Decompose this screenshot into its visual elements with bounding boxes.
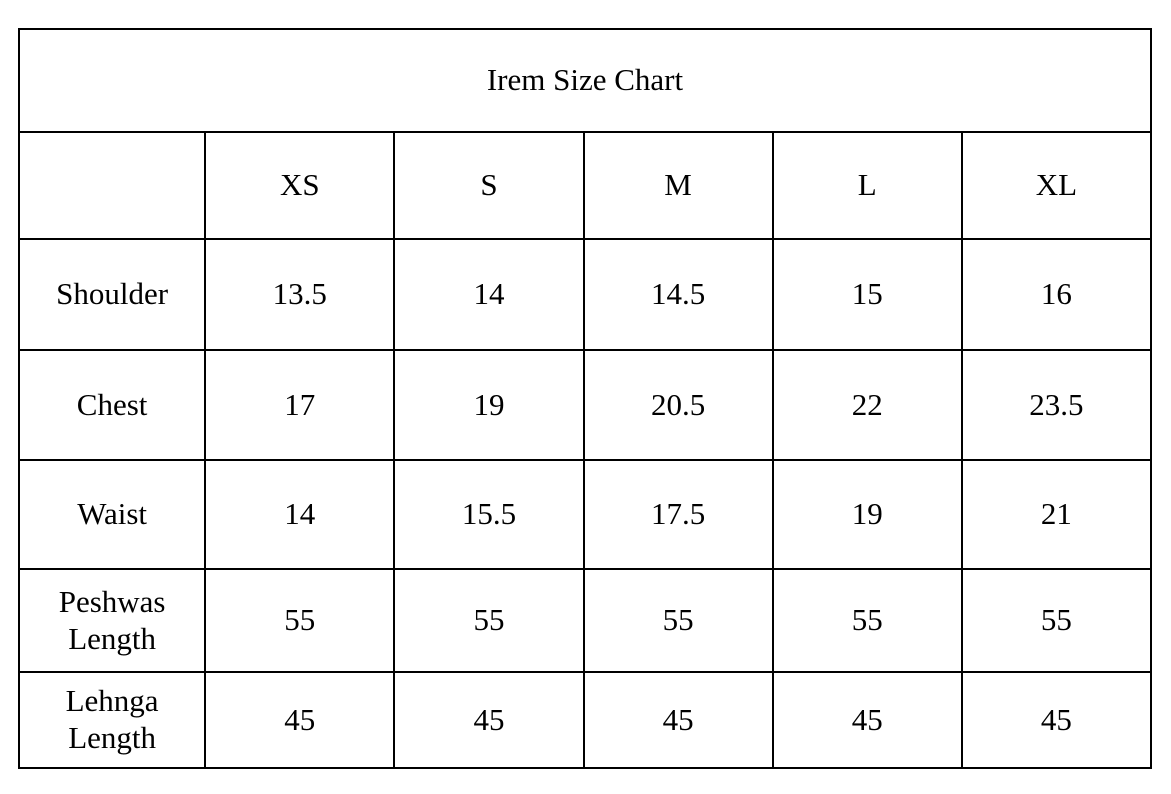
table-cell: 45: [582, 671, 774, 769]
row-label: Peshwas Length: [17, 568, 207, 673]
table-cell: 17: [204, 349, 396, 461]
table-cell: 17.5: [582, 459, 774, 570]
row-label: Chest: [17, 349, 207, 461]
table-row: Shoulder 13.5 14 14.5 15 16: [17, 238, 1153, 351]
header-row: XS S M L XL: [17, 131, 1153, 240]
table-cell: 23.5: [960, 349, 1153, 461]
table-cell: 21: [960, 459, 1153, 570]
table-cell: 22: [771, 349, 963, 461]
table-cell: 55: [582, 568, 774, 673]
table-cell: 55: [393, 568, 585, 673]
table-cell: 13.5: [204, 238, 396, 351]
row-label: Shoulder: [17, 238, 207, 351]
title-row: Irem Size Chart: [18, 28, 1152, 133]
table-cell: 45: [393, 671, 585, 769]
header-cell-xl: XL: [960, 131, 1153, 240]
table-cell: 14: [204, 459, 396, 570]
table-row: Peshwas Length 55 55 55 55 55: [17, 568, 1153, 673]
table-row: Waist 14 15.5 17.5 19 21: [17, 459, 1153, 570]
table-cell: 45: [960, 671, 1153, 769]
table-cell: 16: [960, 238, 1153, 351]
table-row: Chest 17 19 20.5 22 23.5: [17, 349, 1153, 461]
table-cell: 55: [204, 568, 396, 673]
table-row: Lehnga Length 45 45 45 45 45: [17, 671, 1153, 769]
header-cell-l: L: [771, 131, 963, 240]
table-cell: 55: [960, 568, 1153, 673]
table-cell: 20.5: [582, 349, 774, 461]
header-cell-s: S: [393, 131, 585, 240]
table-cell: 45: [204, 671, 396, 769]
header-cell-empty: [17, 131, 207, 240]
table-title: Irem Size Chart: [18, 28, 1152, 133]
header-cell-m: M: [582, 131, 774, 240]
table-cell: 15.5: [393, 459, 585, 570]
table-cell: 14.5: [582, 238, 774, 351]
table-cell: 45: [771, 671, 963, 769]
table-cell: 19: [393, 349, 585, 461]
table-cell: 55: [771, 568, 963, 673]
size-chart-table: Irem Size Chart XS S M L XL Shoulder 13.…: [17, 28, 1153, 769]
row-label: Lehnga Length: [17, 671, 207, 769]
row-label: Waist: [17, 459, 207, 570]
table-cell: 19: [771, 459, 963, 570]
table-cell: 15: [771, 238, 963, 351]
table-cell: 14: [393, 238, 585, 351]
header-cell-xs: XS: [204, 131, 396, 240]
